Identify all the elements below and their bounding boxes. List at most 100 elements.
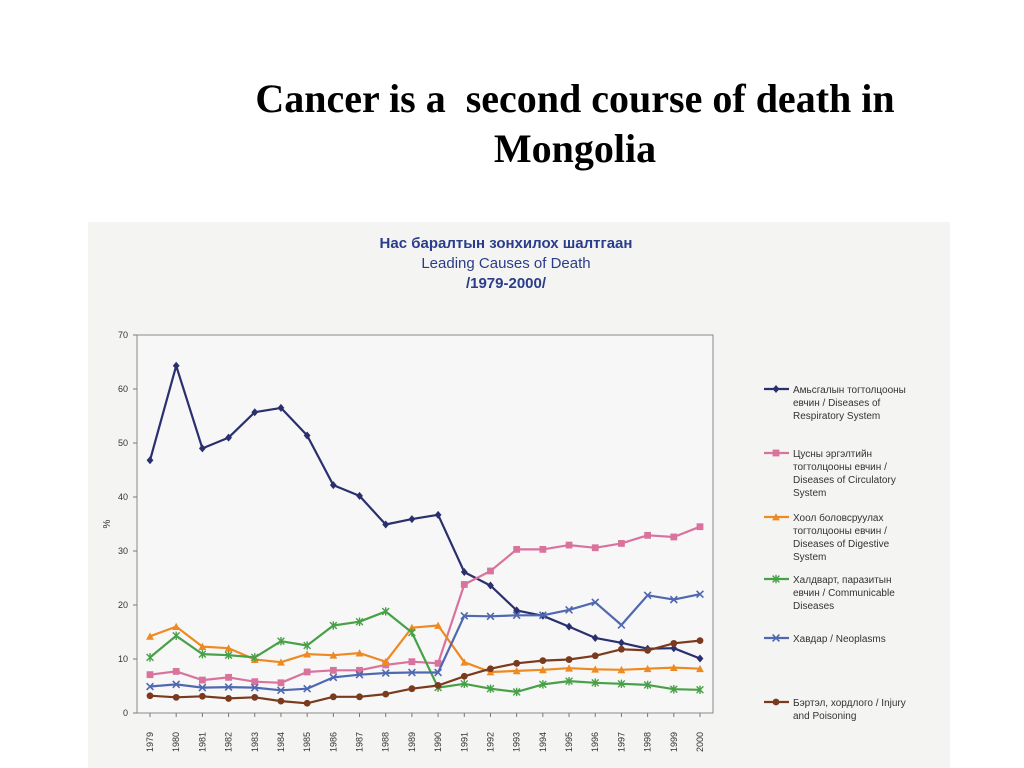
data-point-series-1	[434, 510, 442, 519]
legend-marker-3	[772, 513, 780, 521]
data-point-series-2	[513, 545, 521, 553]
data-point-series-3	[355, 649, 364, 657]
data-point-series-2	[565, 541, 573, 549]
data-point-series-6	[460, 672, 468, 680]
data-point-series-4	[538, 680, 547, 689]
data-point-series-3	[172, 622, 181, 630]
legend-label-2: System	[793, 488, 826, 499]
legend-label-6: and Poisoning	[793, 711, 856, 722]
slide-title: Cancer is a second course of death in Mo…	[180, 74, 970, 174]
data-point-series-6	[696, 637, 704, 645]
data-point-series-3	[146, 632, 154, 640]
data-point-series-5	[172, 680, 181, 689]
data-point-series-5	[643, 591, 652, 600]
x-tick-label: 1984	[276, 732, 286, 752]
data-point-series-6	[356, 693, 363, 701]
data-point-series-3	[408, 623, 416, 632]
data-point-series-6	[303, 699, 311, 707]
data-point-series-2	[670, 533, 678, 541]
legend-marker-5	[772, 634, 780, 642]
data-point-series-1	[251, 408, 259, 417]
legend-label-3: Diseases of Digestive	[793, 539, 890, 550]
data-point-series-4	[146, 653, 154, 662]
x-tick-label: 1997	[616, 732, 626, 752]
data-point-series-4	[198, 649, 207, 659]
data-point-series-4	[408, 628, 416, 637]
data-point-series-1	[487, 581, 494, 590]
data-point-series-3	[277, 658, 285, 666]
data-point-series-6	[487, 665, 494, 673]
data-point-series-1	[696, 654, 704, 663]
data-point-series-6	[146, 692, 154, 700]
data-point-series-1	[460, 568, 468, 577]
data-point-series-2	[696, 523, 704, 531]
y-tick-label: 30	[118, 546, 128, 556]
legend-label-5: Хавдар / Neoplasms	[793, 634, 886, 645]
data-point-series-4	[277, 636, 285, 646]
data-point-series-4	[565, 676, 573, 686]
x-tick-label: 1999	[669, 732, 679, 752]
data-point-series-1	[225, 433, 232, 442]
data-point-series-3	[591, 665, 600, 673]
data-point-series-4	[617, 679, 626, 689]
data-point-series-4	[669, 685, 678, 694]
legend-label-3: тогтолцооны евчин /	[793, 526, 887, 537]
data-point-series-3	[512, 666, 521, 675]
data-point-series-3	[381, 657, 390, 666]
data-point-series-1	[329, 481, 337, 490]
data-point-series-2	[303, 668, 311, 676]
data-point-series-3	[198, 642, 207, 650]
x-tick-label: 1998	[643, 732, 653, 752]
data-point-series-5	[617, 621, 626, 629]
data-point-series-6	[565, 656, 573, 663]
legend-label-1: евчин / Diseases of	[793, 398, 881, 409]
data-point-series-5	[276, 686, 285, 695]
data-point-series-4	[696, 685, 704, 694]
data-point-series-1	[513, 606, 521, 615]
data-point-series-6	[408, 685, 416, 693]
data-point-series-2	[172, 668, 180, 675]
x-tick-label: 1985	[302, 732, 312, 752]
y-tick-label: 40	[118, 492, 128, 502]
y-axis-label: %	[102, 519, 113, 528]
data-point-series-4	[460, 679, 469, 689]
data-point-series-2	[408, 658, 416, 666]
data-point-series-2	[487, 567, 494, 575]
data-point-series-5	[486, 612, 495, 621]
data-point-series-3	[617, 665, 626, 674]
data-point-series-5	[538, 611, 547, 620]
data-point-series-1	[618, 638, 625, 647]
data-point-series-2	[539, 545, 547, 553]
legend-label-1: Respiratory System	[793, 411, 880, 422]
data-point-series-2	[251, 678, 259, 686]
x-tick-label: 1991	[459, 732, 469, 752]
data-point-series-5	[198, 683, 207, 692]
chart-title-mongolian: Нас баралтын зонхилох шалтгаан	[379, 235, 633, 252]
x-tick-label: 1995	[564, 732, 574, 752]
legend-label-4: Diseases	[793, 601, 834, 612]
data-point-series-4	[486, 684, 495, 693]
data-point-series-2	[356, 666, 363, 674]
data-point-series-2	[225, 673, 232, 681]
y-tick-label: 20	[118, 600, 128, 610]
data-point-series-3	[643, 664, 652, 673]
x-tick-label: 1996	[590, 732, 600, 752]
data-point-series-5	[696, 590, 704, 599]
data-point-series-4	[172, 631, 181, 640]
series-line-6	[149, 639, 701, 705]
data-point-series-1	[303, 431, 311, 440]
data-point-series-3	[565, 664, 573, 672]
data-point-series-3	[224, 644, 233, 652]
data-point-series-2	[277, 679, 285, 687]
data-point-series-4	[512, 687, 521, 697]
data-point-series-5	[591, 598, 600, 607]
data-point-series-6	[277, 697, 285, 705]
data-point-series-2	[460, 581, 468, 588]
data-point-series-5	[355, 670, 364, 679]
data-point-series-2	[618, 540, 625, 547]
data-point-series-1	[277, 403, 285, 412]
data-point-series-6	[251, 693, 259, 701]
plot-area	[136, 334, 714, 714]
series-line-1	[148, 364, 701, 660]
data-point-series-2	[198, 676, 206, 684]
